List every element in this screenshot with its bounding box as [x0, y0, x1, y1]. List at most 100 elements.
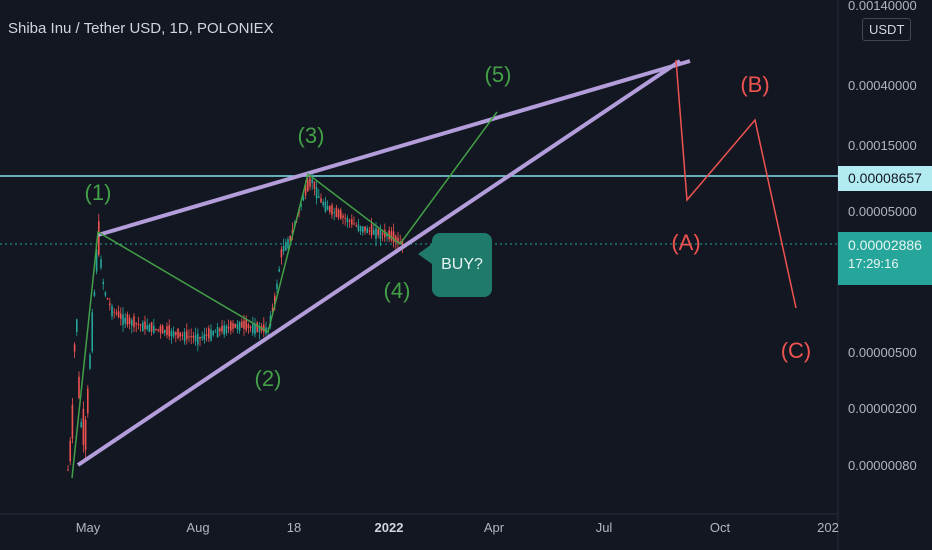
candle-body: [225, 325, 228, 334]
channel-lower-line[interactable]: [76, 59, 682, 467]
candle-body: [177, 328, 179, 339]
wave-label-a: (A): [671, 230, 700, 255]
last-price-value: 0.00002886: [848, 237, 922, 253]
candle-body: [142, 322, 144, 332]
candle-body: [329, 206, 331, 212]
candle-body: [197, 333, 199, 345]
candle-body: [161, 325, 164, 334]
candle-body: [243, 320, 245, 329]
candle-body: [71, 404, 74, 439]
candle-body: [179, 332, 181, 337]
x-tick-label: Aug: [186, 520, 209, 535]
candle-body: [315, 187, 318, 199]
candle-body: [247, 324, 250, 328]
candle-body: [256, 322, 258, 332]
candle-body: [287, 239, 289, 248]
candle-body: [166, 326, 168, 336]
candle-body: [346, 218, 349, 223]
candle-body: [80, 422, 82, 428]
candle-body: [357, 224, 360, 231]
candle-body: [172, 331, 175, 337]
candle-body: [368, 230, 371, 232]
candle-body: [89, 354, 91, 369]
candle-body: [331, 204, 333, 215]
wave-label-c: (C): [781, 338, 812, 363]
candle-body: [285, 242, 287, 251]
candle-body: [188, 336, 190, 338]
candle-body: [155, 328, 157, 330]
x-tick-label: 2022: [375, 520, 404, 535]
candle-body: [252, 324, 254, 333]
candle-body: [133, 316, 135, 328]
candle-body: [271, 307, 274, 312]
candle-body: [84, 419, 87, 451]
candle-body: [126, 314, 129, 325]
candle-body: [362, 226, 364, 233]
candle-body: [144, 321, 146, 330]
candle-body: [67, 469, 69, 471]
candle-body: [157, 329, 159, 331]
candle-body: [148, 324, 151, 332]
candle-body: [232, 323, 234, 329]
candle-body: [192, 335, 195, 338]
wave-label-1: (1): [85, 180, 112, 205]
candle-body: [353, 223, 355, 225]
candle-body: [309, 177, 311, 187]
candle-body: [333, 211, 335, 213]
candle-body: [238, 321, 241, 331]
candle-body: [216, 327, 219, 338]
candle-body: [289, 235, 291, 242]
level-price-tag: 0.00008657: [838, 166, 932, 191]
candle-body: [76, 319, 78, 332]
candle-body: [263, 324, 265, 333]
candle-body: [258, 326, 261, 332]
candle-body: [370, 224, 373, 236]
corrective-wave-path[interactable]: [675, 59, 797, 309]
candle-body: [120, 313, 122, 319]
candle-body: [234, 323, 236, 328]
candle-body: [115, 312, 118, 314]
candle-body: [280, 249, 283, 258]
candle-body: [150, 322, 153, 332]
candle-body: [208, 328, 210, 339]
buy-callout[interactable]: BUY?: [432, 233, 492, 297]
wave-label-4: (4): [384, 278, 411, 303]
candle-body: [164, 330, 166, 333]
candle-body: [364, 226, 366, 232]
candle-body: [168, 325, 170, 337]
currency-button[interactable]: USDT: [862, 18, 912, 41]
impulse-wave-path[interactable]: [71, 111, 498, 479]
candle-body: [249, 327, 252, 329]
candle-body: [159, 326, 162, 333]
candle-body: [131, 320, 133, 326]
candle-body: [219, 328, 221, 332]
candle-body: [199, 337, 201, 339]
candle-body: [395, 236, 397, 242]
channel-upper-line[interactable]: [97, 59, 691, 237]
candle-body: [254, 324, 256, 335]
candlestick-series: [67, 171, 404, 472]
candle-body: [91, 312, 93, 352]
candle-body: [221, 325, 223, 332]
candle-body: [384, 229, 386, 238]
y-tick-label: 0.00040000: [848, 78, 917, 93]
candle-body: [203, 334, 206, 340]
candle-body: [388, 230, 390, 240]
candle-body: [375, 228, 377, 239]
candle-body: [100, 259, 102, 268]
candle-body: [355, 225, 357, 227]
candle-body: [117, 311, 120, 318]
candle-body: [106, 298, 109, 300]
candle-body: [102, 281, 104, 285]
candle-body: [104, 292, 107, 296]
candle-body: [87, 388, 89, 414]
candle-body: [302, 196, 305, 201]
candle-body: [95, 249, 98, 272]
candle-body: [139, 324, 142, 326]
candle-body: [78, 376, 80, 398]
candle-body: [324, 201, 327, 212]
candle-body: [113, 311, 115, 313]
candle-body: [212, 331, 214, 336]
candle-body: [278, 269, 280, 272]
